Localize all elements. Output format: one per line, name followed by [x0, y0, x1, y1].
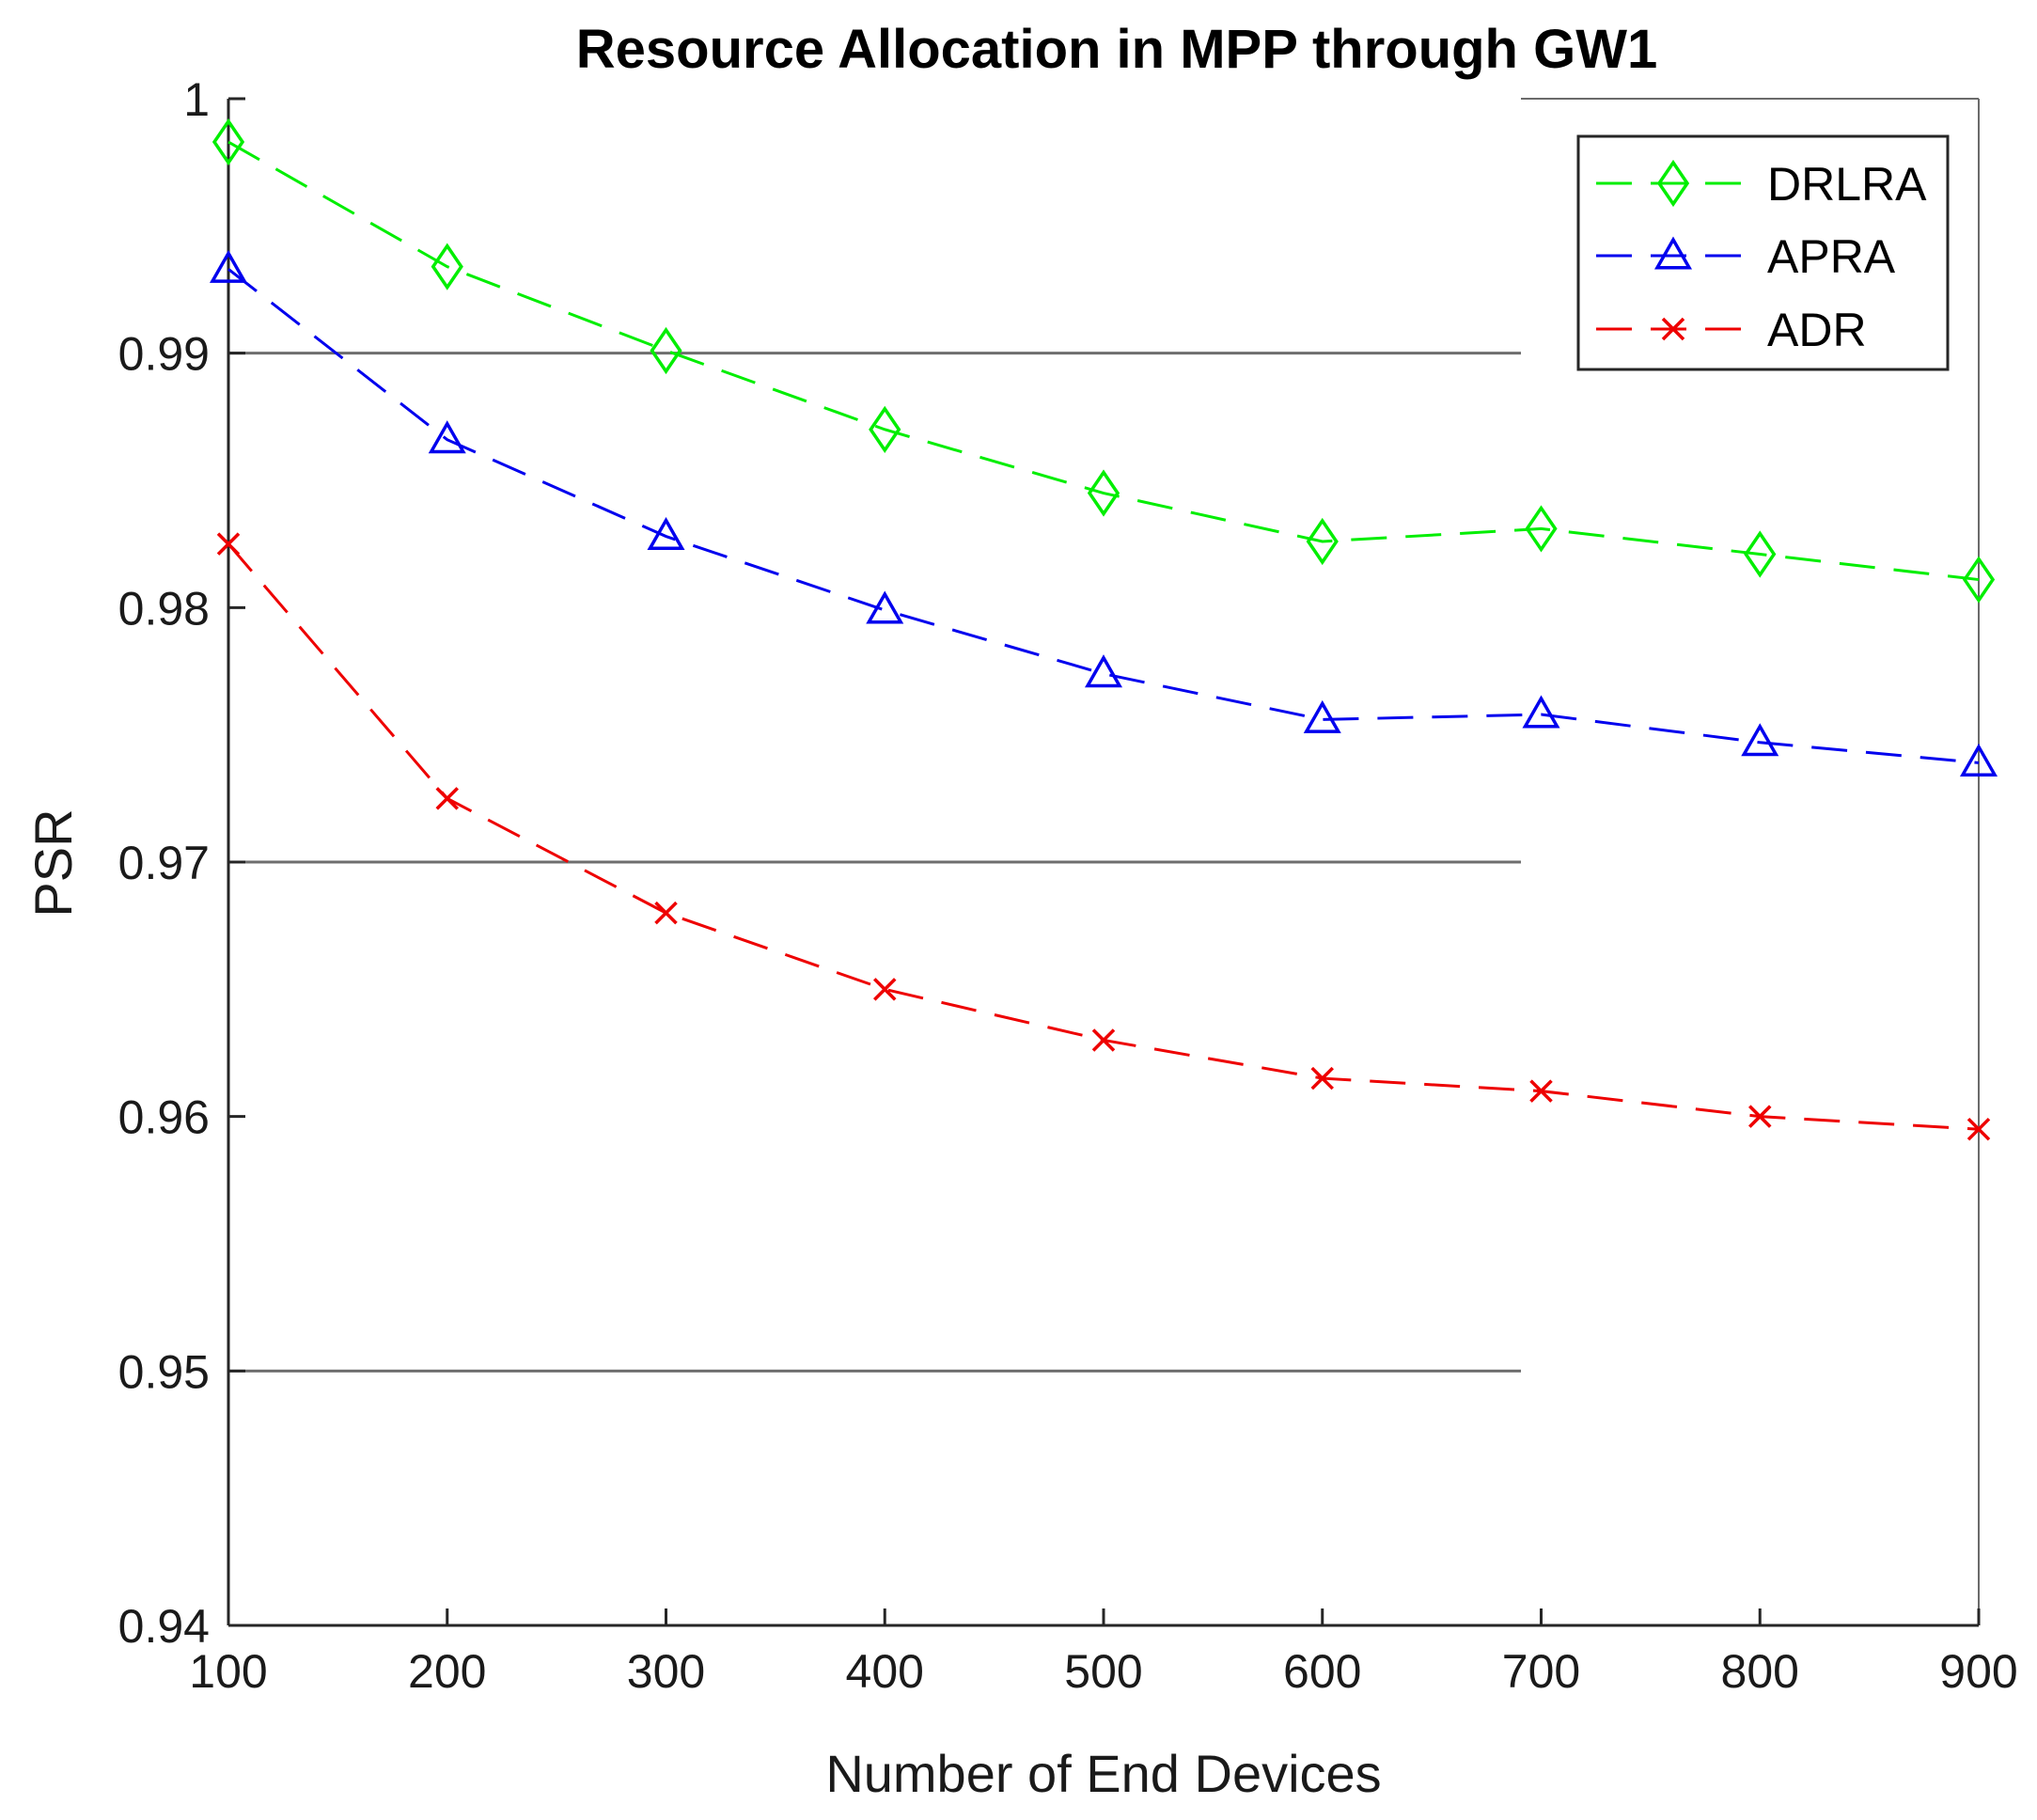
y-tick-label: 0.96 — [118, 1091, 210, 1144]
data-point-adr — [1091, 1028, 1116, 1052]
legend-marker — [1653, 236, 1693, 270]
data-point-adr — [1529, 1079, 1553, 1103]
y-tick-label: 1 — [183, 73, 210, 126]
data-point-adr — [216, 532, 241, 556]
legend-label: ADR — [1767, 304, 1867, 356]
data-point-drlra — [1962, 556, 1996, 604]
x-axis-label: Number of End Devices — [825, 1744, 1381, 1803]
data-point-apra — [428, 420, 466, 454]
data-point-adr — [1966, 1117, 1991, 1141]
data-point-adr — [435, 787, 459, 810]
data-point-adr — [1748, 1105, 1772, 1128]
legend-item-drlra: DRLRA — [1596, 158, 1927, 211]
y-axis-label: PSR — [24, 808, 83, 917]
x-tick-label: 600 — [1283, 1645, 1361, 1698]
data-point-apra — [1959, 743, 1998, 777]
data-point-apra — [1084, 654, 1123, 688]
legend-label: DRLRA — [1767, 158, 1927, 211]
data-point-drlra — [1306, 517, 1339, 566]
series-line-drlra — [227, 140, 1980, 582]
data-point-adr — [1310, 1066, 1334, 1090]
y-tick-label: 0.94 — [118, 1600, 210, 1653]
data-point-apra — [1741, 723, 1779, 757]
legend-marker — [1656, 159, 1690, 208]
legend-marker — [1661, 317, 1685, 341]
y-tick-label: 0.99 — [118, 328, 210, 381]
series-layer — [209, 118, 1998, 1141]
data-point-adr — [873, 978, 897, 1001]
y-tick-label: 0.95 — [118, 1345, 210, 1398]
data-point-drlra — [1744, 530, 1777, 578]
data-point-apra — [1522, 695, 1560, 729]
data-point-apra — [209, 249, 248, 283]
data-point-drlra — [1525, 505, 1558, 553]
x-tick-label: 700 — [1502, 1645, 1580, 1698]
legend-item-adr: ADR — [1596, 304, 1867, 356]
chart-title: Resource Allocation in MPP through GW1 — [576, 19, 1657, 80]
x-ticks: 100 200 300 400 500 600 700 800 900 — [189, 1608, 2018, 1698]
legend-item-apra: APRA — [1596, 230, 1896, 283]
y-tick-label: 0.97 — [118, 837, 210, 889]
x-tick-label: 400 — [846, 1645, 924, 1698]
data-point-apra — [866, 590, 904, 624]
data-point-drlra — [1087, 469, 1120, 517]
data-point-apra — [647, 517, 685, 551]
data-point-adr — [654, 901, 678, 925]
x-tick-label: 900 — [1939, 1645, 2017, 1698]
x-tick-label: 500 — [1064, 1645, 1142, 1698]
data-point-drlra — [212, 118, 245, 166]
data-point-apra — [1303, 699, 1341, 733]
series-line-apra — [227, 268, 1980, 764]
gridlines — [228, 352, 1521, 1373]
legend-label: APRA — [1767, 230, 1896, 283]
y-ticks: 0.94 0.95 0.96 0.97 0.98 0.99 1 — [118, 73, 245, 1653]
x-tick-label: 800 — [1721, 1645, 1799, 1698]
data-point-drlra — [869, 405, 901, 453]
x-tick-label: 200 — [408, 1645, 486, 1698]
x-tick-label: 300 — [627, 1645, 705, 1698]
legend-box — [1576, 134, 1950, 371]
data-point-drlra — [431, 243, 463, 290]
legend: DRLRA APRA ADR — [1576, 134, 1950, 371]
data-point-drlra — [650, 326, 682, 375]
y-tick-label: 0.98 — [118, 582, 210, 635]
x-tick-label: 100 — [189, 1645, 267, 1698]
